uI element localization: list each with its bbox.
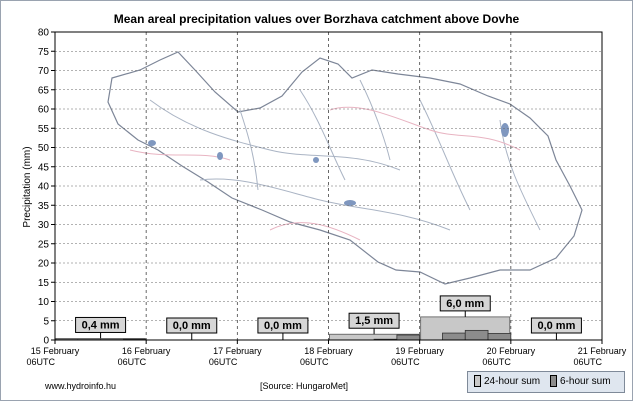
bars: 0,4 mm 0,0 mm 0,0 mm 1,5 mm 6,0 mm 0,0 mm [54, 295, 582, 341]
data-label-box [439, 295, 491, 312]
x-tick-label-time: 06UTC [482, 357, 511, 367]
river-line [149, 99, 401, 171]
y-tick-label: 15 [38, 278, 50, 289]
y-tick-label: 80 [38, 28, 50, 39]
legend-item-6h: 6-hour sum [550, 375, 611, 387]
y-tick-label: 30 [38, 220, 50, 231]
data-label: 0,0 mm [264, 320, 302, 332]
x-tick-label-date: 15 February [31, 346, 80, 356]
x-tick-label-time: 06UTC [209, 357, 238, 367]
y-tick-label: 35 [38, 201, 50, 212]
data-label-box [530, 317, 582, 334]
lake-shape [217, 152, 223, 160]
y-tick-label: 55 [38, 124, 50, 135]
x-tick-label-date: 18 February [304, 346, 353, 356]
data-label-box [75, 316, 127, 333]
legend-label-24h: 24-hour sum [484, 375, 541, 387]
legend: 24-hour sum 6-hour sum [467, 371, 625, 393]
river-line [239, 109, 259, 191]
source-label: [Source: HungaroMet] [260, 381, 349, 391]
y-tick-label: 40 [38, 182, 50, 193]
bar-6h [464, 329, 489, 341]
legend-swatch-6h [550, 375, 557, 387]
x-tick-label-date: 17 February [213, 346, 262, 356]
x-tick-label-time: 06UTC [300, 357, 329, 367]
x-tick-label-date: 16 February [122, 346, 171, 356]
data-label: 6,0 mm [446, 298, 484, 310]
river-line [299, 89, 346, 181]
y-tick-label: 50 [38, 143, 50, 154]
x-tick-label-date: 19 February [395, 346, 444, 356]
data-label-box [257, 317, 309, 334]
border-line [329, 106, 521, 151]
x-tick-label-time: 06UTC [118, 357, 147, 367]
data-label-box [348, 312, 400, 329]
y-tick-label: 10 [38, 297, 50, 308]
data-label: 0,0 mm [537, 320, 575, 332]
bar-6h [487, 333, 512, 341]
y-tick-label: 20 [38, 259, 50, 270]
grid-lines [55, 32, 602, 340]
axes: 0 5 10 15 20 25 30 35 40 45 50 55 60 65 70 75 80 15 Febru… [26, 28, 626, 368]
y-tick-label: 45 [38, 162, 50, 173]
data-label: 0,0 mm [173, 320, 211, 332]
river-line [419, 99, 471, 211]
river-line [359, 79, 391, 161]
y-tick-label: 65 [38, 85, 50, 96]
bar-6h [396, 334, 421, 341]
chart-title: Mean areal precipitation values over Bor… [113, 12, 520, 26]
y-tick-label: 75 [38, 47, 50, 58]
legend-label-6h: 6-hour sum [560, 375, 611, 387]
bar-6h [442, 332, 466, 341]
legend-swatch-24h [474, 375, 481, 387]
lake-shape [344, 200, 356, 206]
lake-shape [148, 140, 156, 146]
x-tick-label-date: 21 February [578, 346, 627, 356]
data-label-box [166, 317, 218, 334]
y-tick-label: 70 [38, 66, 50, 77]
legend-item-24h: 24-hour sum [474, 375, 540, 387]
catchment-map-background [107, 51, 583, 285]
x-tick-label-time: 06UTC [391, 357, 420, 367]
river-line [199, 178, 451, 231]
y-axis-label: Precipitation (mm) [22, 146, 33, 227]
data-label: 1,5 mm [355, 315, 393, 327]
catchment-outline [107, 51, 583, 285]
lake-shape [313, 157, 319, 163]
y-tick-label: 25 [38, 239, 50, 250]
y-tick-label: 60 [38, 105, 50, 116]
y-tick-label: 0 [43, 336, 49, 347]
y-tick-label: 5 [43, 316, 49, 327]
border-line [269, 222, 361, 241]
x-tick-label-date: 20 February [487, 346, 536, 356]
x-tick-label-time: 06UTC [573, 357, 602, 367]
lake-shape [501, 123, 509, 137]
website-label: www.hydroinfo.hu [45, 381, 117, 391]
data-label: 0,4 mm [82, 319, 120, 331]
x-tick-label-time: 06UTC [26, 357, 55, 367]
